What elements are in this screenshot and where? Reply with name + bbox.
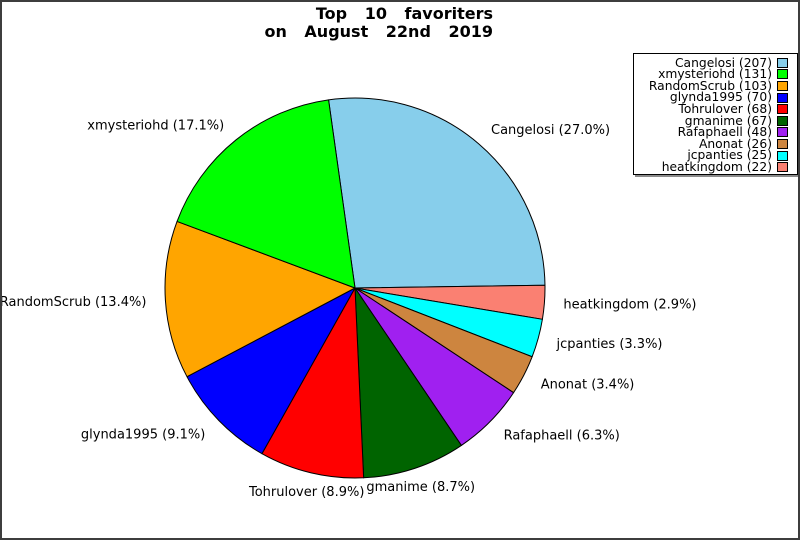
legend-label-xmysteriohd: xmysteriohd (131): [658, 67, 772, 82]
legend-item-jcpanties: jcpanties (25): [640, 148, 788, 163]
pie-label-tohrulover: Tohrulover (8.9%): [248, 485, 364, 500]
pie-slices-group: [164, 97, 546, 479]
legend-label-rafaphaell: Rafaphaell (48): [677, 125, 772, 140]
pie-slice-gmanime: [354, 287, 462, 479]
legend-item-rafaphaell: Rafaphaell (48): [640, 125, 788, 140]
legend-swatch-tohrulover: [777, 104, 788, 115]
chart-title-line-2: on August 22nd 2019: [264, 22, 493, 41]
legend-item-xmysteriohd: xmysteriohd (131): [640, 67, 788, 82]
pie-label-anonat: Anonat (3.4%): [541, 377, 635, 392]
legend-label-glynda1995: glynda1995 (70): [669, 90, 772, 105]
pie-label-rafaphaell: Rafaphaell (6.3%): [504, 429, 620, 444]
legend-item-anonat: Anonat (26): [640, 138, 788, 150]
chart-title: Top 10 favoriters on August 22nd 2019: [264, 5, 493, 41]
legend-swatch-anonat: [777, 138, 788, 149]
legend-item-glynda1995: glynda1995 (70): [640, 90, 788, 105]
legend-label-anonat: Anonat (26): [698, 136, 772, 151]
pie-slice-cangelosi: [328, 97, 546, 289]
legend-swatch-jcpanties: [777, 150, 788, 161]
legend-box: Cangelosi (207) xmysteriohd (131) RandomSc…: [633, 53, 798, 175]
pie-label-heatkingdom: heatkingdom (2.9%): [563, 297, 696, 312]
legend-swatch-randomscrub: [777, 80, 788, 91]
legend-label-randomscrub: RandomScrub (103): [648, 78, 772, 93]
pie-label-xmysteriohd: xmysteriohd (17.1%): [87, 119, 224, 134]
pie-label-glynda1995: glynda1995 (9.1%): [81, 427, 205, 442]
legend-label-jcpanties: jcpanties (25): [687, 148, 772, 163]
legend-label-gmanime: gmanime (67): [684, 113, 772, 128]
legend-swatch-rafaphaell: [777, 127, 788, 138]
pie-label-randomscrub: RandomScrub (13.4%): [2, 295, 146, 310]
chart-title-line-1: Top 10 favoriters: [315, 4, 493, 23]
legend-item-gmanime: gmanime (67): [640, 113, 788, 128]
legend-label-tohrulover: Tohrulover (68): [678, 102, 772, 117]
legend-swatch-heatkingdom: [777, 162, 788, 173]
legend-item-randomscrub: RandomScrub (103): [640, 80, 788, 92]
pie-slice-glynda1995: [186, 287, 356, 455]
legend-swatch-glynda1995: [777, 92, 788, 103]
legend-swatch-cangelosi: [777, 57, 788, 68]
legend-swatch-xmysteriohd: [777, 69, 788, 80]
pie-label-gmanime: gmanime (8.7%): [366, 480, 475, 495]
pie-slice-randomscrub: [164, 220, 356, 378]
pie-slice-tohrulover: [261, 287, 365, 479]
legend-item-cangelosi: Cangelosi (207): [640, 55, 788, 70]
pie-label-jcpanties: jcpanties (3.3%): [556, 337, 663, 352]
legend-item-tohrulover: Tohrulover (68): [640, 103, 788, 115]
legend-swatch-gmanime: [777, 115, 788, 126]
pie-labels-group: Cangelosi (27.0%) heatkingdom (2.9%) jcpan…: [2, 119, 697, 500]
pie-slice-xmysteriohd: [176, 99, 356, 289]
legend-label-heatkingdom: heatkingdom (22): [661, 160, 772, 174]
legend-item-heatkingdom: heatkingdom (22): [640, 161, 788, 173]
pie-label-cangelosi: Cangelosi (27.0%): [491, 123, 610, 138]
legend-label-cangelosi: Cangelosi (207): [674, 55, 772, 70]
